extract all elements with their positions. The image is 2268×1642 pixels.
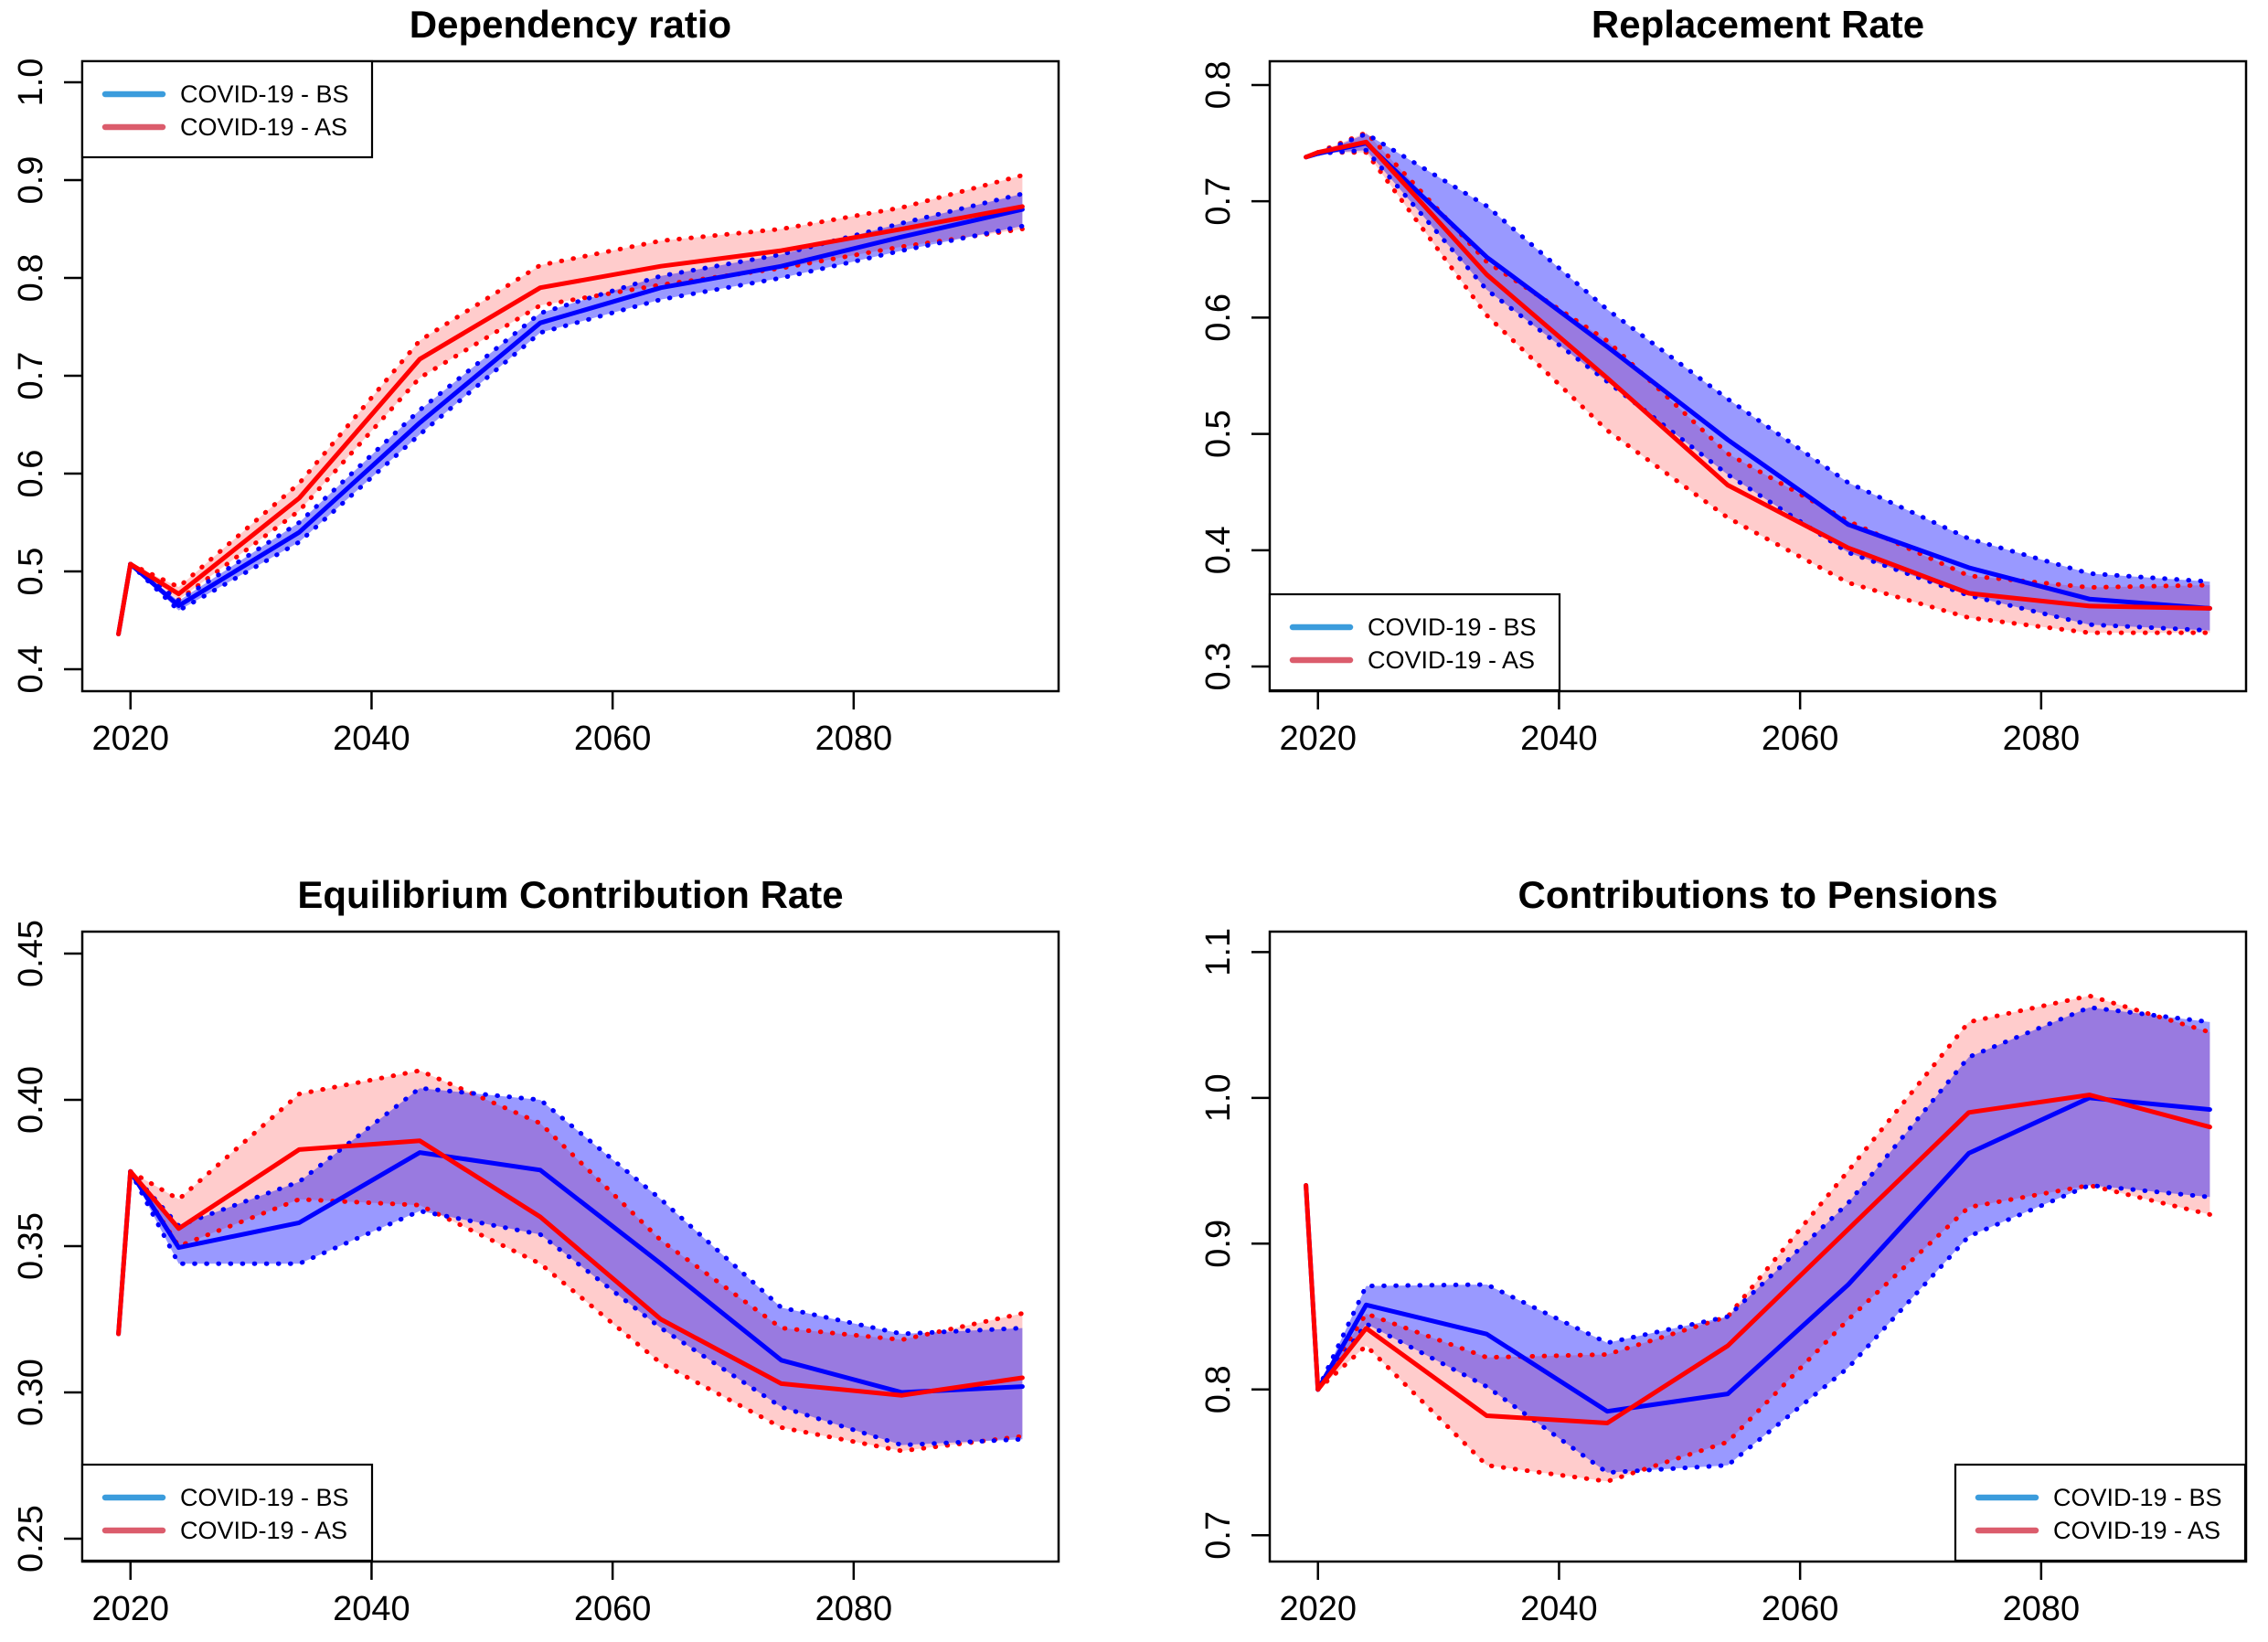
band-edge-dotted-as-lower xyxy=(1315,150,2212,635)
confidence-band-bs xyxy=(1317,133,2210,631)
band-edge-dotted-as-upper xyxy=(128,173,1025,590)
x-tick-label: 2040 xyxy=(333,1590,410,1628)
legend: COVID-19 - BS COVID-19 - AS xyxy=(80,1463,374,1562)
median-line-as xyxy=(116,1138,1025,1398)
confidence-band-bs xyxy=(130,1088,1023,1445)
x-tick-label: 2020 xyxy=(91,720,169,758)
band-edge-dotted-bs-upper xyxy=(1315,131,2212,584)
legend-label-bs: COVID-19 - BS xyxy=(2053,1484,2222,1511)
band-edge-dotted-as-upper xyxy=(128,1068,1025,1342)
y-tick-label: 0.4 xyxy=(1199,526,1238,574)
x-tick-label: 2080 xyxy=(2003,720,2081,758)
panel-title: Dependency ratio xyxy=(410,3,731,46)
band-edge-dotted-bs-upper xyxy=(128,191,1025,603)
y-tick-label: 0.40 xyxy=(12,1066,50,1134)
y-tick-label: 0.5 xyxy=(1199,410,1238,458)
x-tick-label: 2080 xyxy=(815,720,893,758)
legend-box xyxy=(1954,1463,2247,1562)
legend-box xyxy=(80,1463,374,1562)
y-tick-label: 0.5 xyxy=(12,548,50,596)
y-tick-label: 0.9 xyxy=(12,156,50,205)
y-tick-label: 0.25 xyxy=(12,1505,50,1573)
band-edge-dotted-bs-upper xyxy=(1315,1005,2212,1392)
legend-label-as: COVID-19 - AS xyxy=(180,113,347,141)
band-edge-dotted-as-lower xyxy=(128,227,1025,602)
legend-label-bs: COVID-19 - BS xyxy=(180,1484,349,1511)
x-tick-label: 2060 xyxy=(1762,1590,1839,1628)
confidence-band-as xyxy=(130,1071,1023,1451)
panel-contributions-to-pensions: 2020 2040 2060 2080 0.7 0.8 0.9 1.0 1.1 Contribut… xyxy=(1199,873,2248,1628)
median-line-bs xyxy=(1304,141,2212,611)
x-tick-label: 2080 xyxy=(2003,1590,2081,1628)
y-tick-label: 0.7 xyxy=(1199,1511,1238,1560)
median-line-as xyxy=(116,204,1025,636)
plot-box xyxy=(1268,59,2248,693)
band-edge-dotted-as-upper xyxy=(1315,130,2212,590)
x-tick-label: 2060 xyxy=(574,720,652,758)
y-tick-label: 0.8 xyxy=(12,254,50,303)
y-tick-label: 0.4 xyxy=(12,645,50,694)
legend-label-bs: COVID-19 - BS xyxy=(180,80,349,108)
band-edge-dotted-bs-upper xyxy=(128,1085,1025,1337)
median-line-bs xyxy=(1304,1095,2212,1414)
legend-label-as: COVID-19 - AS xyxy=(180,1517,347,1544)
median-line-bs xyxy=(116,1150,1025,1395)
y-tick-label: 0.6 xyxy=(1199,293,1238,342)
confidence-band-as xyxy=(130,175,1023,601)
y-tick-label: 1.1 xyxy=(1199,928,1238,976)
legend-label-bs: COVID-19 - BS xyxy=(1368,613,1537,641)
panel-title: Contributions to Pensions xyxy=(1518,873,1998,916)
y-tick-label: 1.0 xyxy=(1199,1073,1238,1122)
y-tick-label: 0.8 xyxy=(1199,1365,1238,1413)
legend: COVID-19 - BS COVID-19 - AS xyxy=(1954,1463,2247,1562)
y-tick-label: 0.9 xyxy=(1199,1220,1238,1268)
x-tick-label: 2080 xyxy=(815,1590,893,1628)
panel-title: Replacement Rate xyxy=(1592,3,1924,46)
plot-box xyxy=(1268,930,2248,1563)
x-tick-label: 2060 xyxy=(574,1590,652,1628)
legend: COVID-19 - BS COVID-19 - AS xyxy=(1268,592,1561,692)
band-edge-dotted-bs-lower xyxy=(1315,147,2212,634)
band-edge-dotted-as-lower xyxy=(128,1168,1025,1454)
x-tick-label: 2060 xyxy=(1762,720,1839,758)
y-tick-label: 0.35 xyxy=(12,1212,50,1280)
x-tick-label: 2040 xyxy=(1520,720,1598,758)
median-line-as xyxy=(1304,1093,2212,1425)
x-tick-label: 2020 xyxy=(1279,720,1357,758)
y-tick-label: 0.45 xyxy=(12,920,50,987)
y-tick-label: 0.30 xyxy=(12,1359,50,1426)
band-edge-dotted-as-lower xyxy=(1315,1183,2212,1484)
y-tick-label: 0.7 xyxy=(12,352,50,400)
confidence-band-as xyxy=(1317,996,2210,1482)
x-tick-label: 2020 xyxy=(91,1590,169,1628)
panel-equilibrium-contribution-rate: 2020 2040 2060 2080 0.25 0.30 0.35 0.40 0.45 Equi… xyxy=(12,873,1060,1628)
confidence-band-bs xyxy=(130,194,1023,611)
x-tick-label: 2040 xyxy=(1520,1590,1598,1628)
y-tick-label: 0.8 xyxy=(1199,61,1238,110)
band-edge-dotted-bs-lower xyxy=(128,1168,1025,1448)
median-line-bs xyxy=(116,207,1025,636)
legend-box xyxy=(1268,592,1561,692)
legend-label-as: COVID-19 - AS xyxy=(1368,646,1535,674)
panel-dependency-ratio: 2020 2040 2060 2080 0.4 0.5 0.6 0.7 0.8 0.9 1.0 Dep… xyxy=(12,3,1060,758)
y-tick-label: 0.3 xyxy=(1199,643,1238,691)
x-tick-label: 2020 xyxy=(1279,1590,1357,1628)
panel-replacement-rate: 2020 2040 2060 2080 0.3 0.4 0.5 0.6 0.7 0.8 Replac… xyxy=(1199,3,2248,758)
panel-title: Equilibrium Contribution Rate xyxy=(297,873,843,916)
legend-label-as: COVID-19 - AS xyxy=(2053,1517,2220,1544)
y-tick-label: 0.6 xyxy=(12,450,50,498)
legend: COVID-19 - BS COVID-19 - AS xyxy=(80,59,374,159)
y-tick-label: 0.7 xyxy=(1199,177,1238,226)
y-tick-label: 1.0 xyxy=(12,59,50,107)
band-edge-dotted-bs-lower xyxy=(128,223,1025,613)
median-line-as xyxy=(1304,139,2212,611)
confidence-band-bs xyxy=(1317,1007,2210,1473)
legend-box xyxy=(80,59,374,159)
x-tick-label: 2040 xyxy=(333,720,410,758)
